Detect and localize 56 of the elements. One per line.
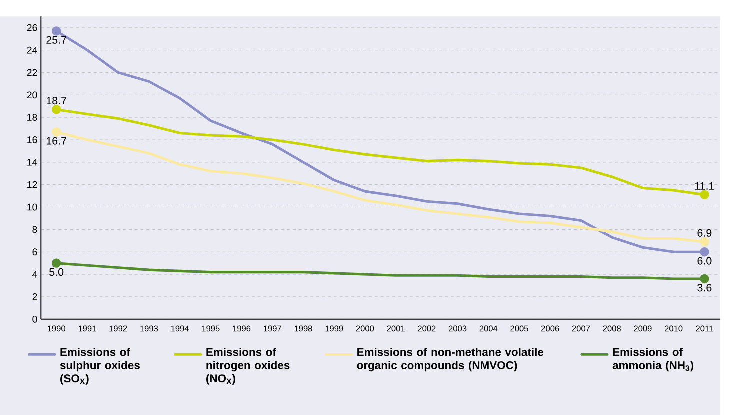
point <box>52 127 62 137</box>
point <box>700 274 710 284</box>
data-label: 18.7 <box>46 96 66 104</box>
data-label: 16.7 <box>46 137 66 145</box>
point <box>52 104 62 114</box>
y-tick-label: 10 <box>28 204 38 211</box>
x-tick-label: 1992 <box>110 326 128 332</box>
y-tick-label: 8 <box>32 226 38 233</box>
data-label: 5.0 <box>50 268 64 276</box>
x-tick-label: 2005 <box>510 326 528 332</box>
y-tick-label: 20 <box>27 91 38 98</box>
y-tick-label: 2 <box>32 293 38 300</box>
data-label: 3.6 <box>698 284 712 292</box>
x-tick-label: 1994 <box>171 326 190 332</box>
y-tick-label: 24 <box>27 46 38 54</box>
point <box>52 26 62 36</box>
point <box>700 247 710 256</box>
x-tick-label: 2006 <box>542 326 560 332</box>
y-tick-label: 16 <box>28 136 38 144</box>
x-tick-label: 1995 <box>202 326 220 332</box>
data-label: 6.9 <box>698 229 712 237</box>
x-tick-label: 1997 <box>264 326 282 332</box>
y-tick-label: 18 <box>28 114 38 121</box>
y-tick-label: 26 <box>27 24 38 32</box>
legend-label: Emissions of ammonia (NH$_{3}$) <box>612 348 694 372</box>
point <box>700 237 710 246</box>
y-tick-label: 12 <box>28 181 38 188</box>
x-tick-label: 2004 <box>480 326 498 332</box>
data-label: 25.7 <box>46 36 66 44</box>
legend-label: Emissions of non-methane volatile organic compounds (NMVOC) <box>357 348 544 372</box>
legend-label: Emissions of sulphur oxides (SO$_{X}$) <box>60 348 140 385</box>
x-tick-label: 1999 <box>326 326 344 332</box>
x-tick-label: 2009 <box>634 326 652 332</box>
x-tick-label: 2010 <box>665 326 683 332</box>
point <box>52 258 62 268</box>
x-tick-label: 2007 <box>572 326 590 332</box>
x-tick-label: 2001 <box>387 326 405 332</box>
legend-label: Emissions of nitrogen oxides (NO$_{X}$) <box>206 348 290 385</box>
x-tick-label: 2008 <box>603 326 621 332</box>
y-tick-label: 6 <box>32 248 38 256</box>
data-label: 6.0 <box>698 257 712 265</box>
y-tick-label: 14 <box>28 158 38 166</box>
y-tick-label: 22 <box>27 69 38 76</box>
x-tick-label: 1996 <box>233 326 251 332</box>
x-tick-label: 1993 <box>140 326 158 332</box>
x-tick-label: 2002 <box>418 326 436 332</box>
x-tick-label: 2011 <box>696 326 714 332</box>
x-tick-label: 1990 <box>48 326 66 332</box>
x-tick-label: 2000 <box>356 326 374 332</box>
point <box>700 190 710 200</box>
x-tick-label: 2003 <box>448 326 467 332</box>
x-tick-label: 1991 <box>78 326 96 332</box>
y-tick-label: 4 <box>32 270 38 278</box>
x-tick-label: 1998 <box>294 326 312 332</box>
y-tick-label: 0 <box>32 316 38 323</box>
data-label: 11.1 <box>695 182 714 190</box>
